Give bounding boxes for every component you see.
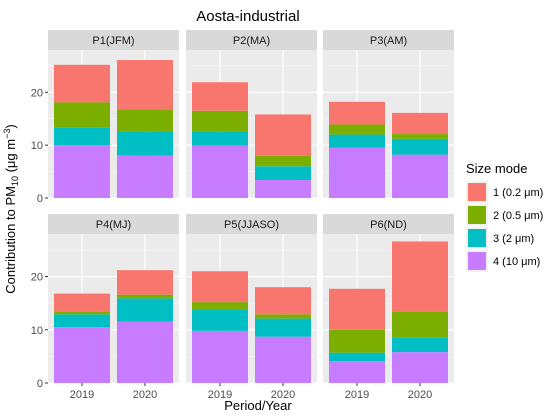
bar-segment [329,147,385,198]
bar-segment [329,288,385,330]
y-axis-label-units-close: ) [3,124,18,128]
bar-segment [192,131,248,146]
bar-segment [392,337,448,353]
bar-segment [192,82,248,111]
bar-segment [54,127,110,146]
bar-segment [192,271,248,303]
bar-segment [117,60,173,110]
bar-segment [192,110,248,132]
facet-panel: P2(MA) [186,30,317,199]
bar-segment [117,109,173,132]
bar-segment [329,329,385,353]
facet-panel: P3(AM) [323,30,454,199]
bar-segment [54,314,110,328]
bar-segment [392,112,448,135]
bar-segment [117,270,173,295]
bar-segment [255,155,311,167]
y-tick-label: 0 [37,193,43,205]
facet-strip-label: P3(AM) [370,35,407,47]
facet-strip [323,214,454,234]
legend-swatch [468,229,486,247]
facet-panel: P1(JFM) 0 10 20 [31,30,179,205]
facet-strip-label: P1(JFM) [92,35,134,47]
bar-segment [54,311,110,315]
bar-segment [192,330,248,383]
facet-strip [186,30,317,50]
bar-segment [392,154,448,198]
y-axis-label-superscript: −3 [2,129,12,139]
bar-segment [255,336,311,383]
bar-segment [392,352,448,383]
bar-segment [392,134,448,139]
bar-segment [117,155,173,198]
bar-segment [54,145,110,198]
y-tick-label: 10 [31,140,43,152]
chart-title: Aosta-industrial [196,8,299,25]
bar-segment [329,124,385,135]
facet-strip-label: P5(JJASO) [224,219,279,231]
legend-swatch [468,206,486,224]
bar-segment [329,101,385,125]
legend-swatch [468,252,486,270]
bar-segment [255,318,311,337]
x-tick-label: 2019 [208,389,232,401]
bar-segment [392,138,448,155]
bar-segment [192,145,248,198]
y-axis-label: Contribution to PM10 (μg m−3) [2,124,20,293]
bar-segment [392,241,448,312]
facet-strip [186,214,317,234]
facet-strip-label: P6(ND) [370,219,407,231]
facet-panel: P4(MJ) 0 10 20 2019 2020 [31,214,179,401]
legend: Size mode 1 (0.2 μm) 2 (0.5 μm) 3 (2 μm) 4 … [466,161,543,272]
bar-segment [255,114,311,156]
legend-label: 4 (10 μm) [493,256,540,268]
bar-segment [255,166,311,181]
facet-strip-label: P4(MJ) [96,219,131,231]
facet-panel: P6(ND) 2019 2020 [323,214,454,401]
facet-strip [48,30,179,50]
bar-segment [54,102,110,128]
x-tick-label: 2019 [70,389,94,401]
bar-segment [329,134,385,148]
bar-segment [117,298,173,322]
bar-segment [54,293,110,312]
bar-segment [54,64,110,103]
facet-strip [323,30,454,50]
bar-segment [255,287,311,315]
legend-swatch [468,183,486,201]
y-axis-label-subscript: 10 [10,176,20,186]
bar-segment [54,327,110,383]
facet-strip-label: P2(MA) [233,35,270,47]
facet-panel: P5(JJASO) 2019 2020 [186,214,317,401]
bar-segment [117,131,173,156]
facet-strip [48,214,179,234]
x-tick-label: 2020 [408,389,432,401]
legend-title: Size mode [466,161,527,176]
x-tick-label: 2019 [345,389,369,401]
bar-segment [117,321,173,383]
y-axis-label-units: (μg m [3,139,18,176]
y-tick-label: 20 [31,87,43,99]
legend-label: 1 (0.2 μm) [493,187,543,199]
bar-segment [392,311,448,338]
bar-segment [117,294,173,299]
y-tick-label: 0 [37,378,43,390]
legend-label: 2 (0.5 μm) [493,210,543,222]
x-axis-label: Period/Year [224,398,292,413]
x-tick-label: 2020 [133,389,157,401]
bar-segment [192,302,248,310]
y-tick-label: 20 [31,272,43,284]
bar-segment [329,361,385,383]
bar-segment [329,352,385,362]
bar-segment [192,309,248,331]
y-axis-label-main: Contribution to PM [3,186,18,294]
y-tick-label: 10 [31,325,43,337]
bar-segment [255,314,311,319]
bar-segment [255,180,311,198]
legend-label: 3 (2 μm) [493,233,534,245]
x-tick-label: 2020 [271,389,295,401]
facet-panels: P1(JFM) 0 10 20 P2(MA) P3(AM) P4(MJ) 0 10 20 2019 2… [31,30,454,401]
